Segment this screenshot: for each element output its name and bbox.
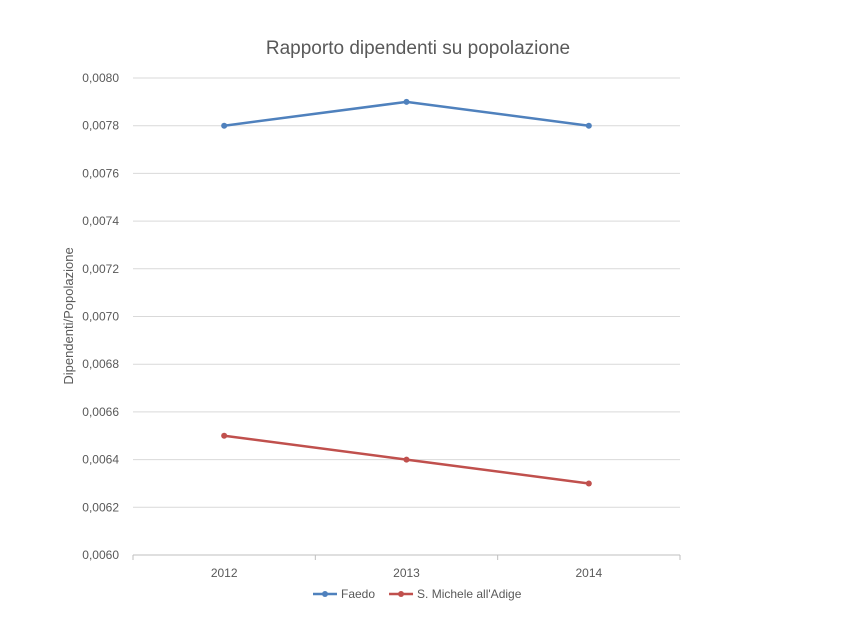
y-tick-label: 0,0072 [82, 262, 119, 276]
legend-label: S. Michele all'Adige [417, 587, 522, 601]
y-tick-label: 0,0080 [82, 71, 119, 85]
y-tick-label: 0,0068 [82, 357, 119, 371]
y-tick-label: 0,0074 [82, 214, 119, 228]
y-axis-label: Dipendenti/Popolazione [61, 247, 76, 384]
series-group [221, 98, 592, 487]
legend: Faedo S. Michele all'Adige [313, 587, 522, 601]
data-point [585, 122, 592, 129]
data-point [221, 122, 228, 129]
y-tick-label: 0,0064 [82, 453, 119, 467]
y-tick-label: 0,0066 [82, 405, 119, 419]
x-axis-ticks: 2012 2013 2014 [132, 555, 681, 580]
series-1 [221, 432, 592, 487]
x-tick-label: 2013 [393, 566, 420, 580]
y-tick-label: 0,0078 [82, 119, 119, 133]
data-point [403, 98, 410, 105]
y-tick-label: 0,0070 [82, 310, 119, 324]
data-point [585, 480, 592, 487]
legend-item-0: Faedo [313, 587, 375, 601]
legend-swatch-marker [322, 591, 328, 597]
gridlines [133, 77, 680, 556]
x-tick-label: 2012 [211, 566, 238, 580]
chart-title: Rapporto dipendenti su popolazione [266, 38, 570, 59]
series-0 [221, 98, 592, 129]
y-tick-label: 0,0062 [82, 500, 119, 514]
x-tick-label: 2014 [575, 566, 602, 580]
y-axis-ticks: 0,0060 0,0062 0,0064 0,0066 0,0068 0,0070 0,00… [82, 71, 119, 562]
y-tick-label: 0,0060 [82, 548, 119, 562]
series-line [224, 100, 589, 127]
legend-label: Faedo [341, 587, 375, 601]
legend-swatch-marker [398, 591, 405, 597]
data-point [403, 456, 410, 463]
data-point [221, 432, 228, 439]
legend-item-1: S. Michele all'Adige [389, 587, 522, 601]
y-tick-label: 0,0076 [82, 166, 119, 180]
